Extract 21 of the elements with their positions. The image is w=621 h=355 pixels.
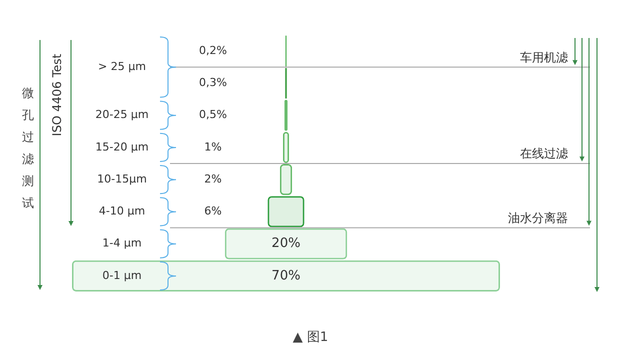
data-label: 2%	[204, 172, 222, 186]
category-label: 15-20 µm	[95, 140, 149, 154]
data-label: 6%	[204, 204, 222, 218]
data-label: 20%	[272, 236, 300, 252]
text: ISO 4406 Test	[50, 54, 64, 136]
text: 在线过滤	[520, 146, 568, 161]
data-label: 0,3%	[199, 76, 227, 90]
data-label: 1%	[204, 140, 222, 154]
category-label: 1-4 µm	[102, 236, 142, 250]
text: ▲ 图1	[292, 329, 330, 346]
category-label: 10-15µm	[97, 172, 147, 186]
data-label: 0,2%	[199, 44, 227, 57]
data-label: 70%	[272, 268, 300, 284]
category-label: 0-1 µm	[102, 268, 142, 282]
text: 微孔过滤测试	[21, 85, 35, 212]
category-label: > 25 µm	[98, 60, 146, 73]
data-label: 0,5%	[199, 108, 227, 122]
text: 车用机滤	[520, 50, 568, 64]
text: 油水分离器	[508, 210, 568, 225]
category-label: 4-10 µm	[98, 204, 146, 218]
category-label: 20-25 µm	[95, 108, 149, 122]
